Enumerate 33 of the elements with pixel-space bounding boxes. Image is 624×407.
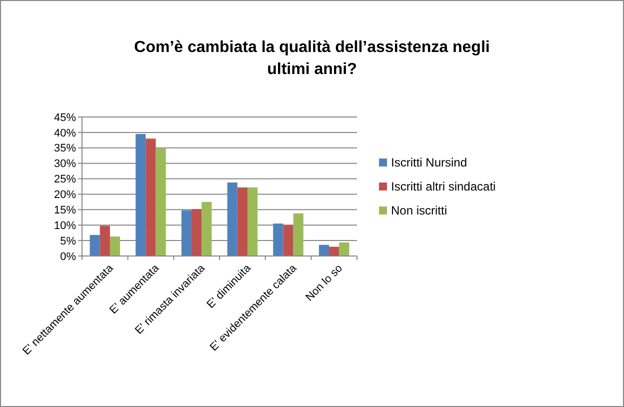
bar xyxy=(156,148,166,256)
bar xyxy=(247,187,258,256)
y-tick-label: 35% xyxy=(54,142,76,155)
bar xyxy=(90,234,100,256)
y-tick-label: 40% xyxy=(54,127,76,140)
chart-title: Com’è cambiata la qualità dell’assistenza negli ultimi anni? xyxy=(134,39,490,78)
bar xyxy=(293,213,304,256)
bar xyxy=(237,187,248,256)
bar xyxy=(227,182,238,256)
legend-label: Iscritti altri sindacati xyxy=(391,180,496,194)
bar xyxy=(110,236,120,256)
bar xyxy=(329,246,340,256)
bar xyxy=(339,242,350,256)
y-tick-label: 5% xyxy=(60,235,76,248)
bar xyxy=(283,225,294,256)
y-tick-label: 45% xyxy=(54,112,76,124)
y-tick-label: 15% xyxy=(54,204,76,217)
bar xyxy=(318,244,330,256)
bar xyxy=(181,210,192,256)
y-tick-label: 20% xyxy=(54,189,76,202)
bar xyxy=(192,209,202,256)
legend-label: Non iscritti xyxy=(391,204,448,218)
bar xyxy=(146,138,156,256)
y-tick-label: 25% xyxy=(54,174,76,186)
bar xyxy=(136,134,146,256)
y-tick-label: 10% xyxy=(54,220,76,232)
y-tick-label: 30% xyxy=(54,158,76,170)
y-tick-label: 0% xyxy=(60,250,76,263)
x-tick-label: Non lo so xyxy=(304,262,345,304)
legend-label: Iscritti Nursind xyxy=(391,156,468,170)
bar xyxy=(273,224,284,256)
bar xyxy=(100,226,110,256)
bar xyxy=(202,202,212,256)
